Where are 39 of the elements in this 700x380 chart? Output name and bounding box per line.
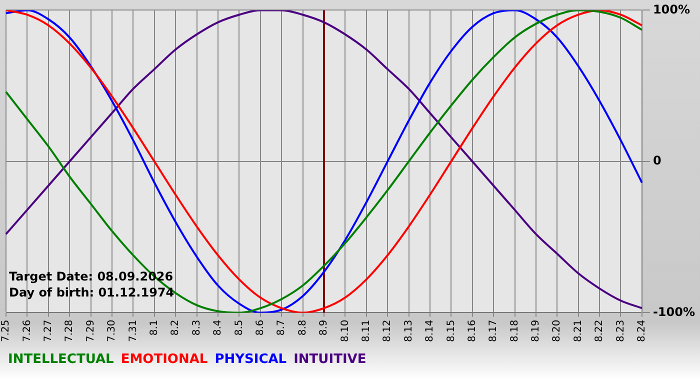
- text: PHYSICAL: [214, 352, 287, 367]
- x-tick-label: 8.6: [254, 320, 266, 336]
- x-tick-label: 8.22: [594, 320, 606, 342]
- x-tick-label: 8.15: [446, 320, 457, 342]
- y-tick-label: 0: [652, 154, 662, 168]
- x-tick-label: 8.16: [466, 320, 478, 342]
- x-tick-label: 8.24: [636, 320, 648, 342]
- x-tick-label: 8.1: [148, 320, 160, 336]
- x-tick-label: 8.12: [382, 320, 394, 342]
- x-tick-label: 8.5: [234, 320, 245, 336]
- x-tick-label: 8.14: [424, 320, 436, 342]
- text: INTELLECTUAL: [8, 352, 114, 367]
- x-tick-label: 8.19: [530, 320, 542, 342]
- text: INTUITIVE: [294, 352, 366, 367]
- text: EMOTIONAL: [120, 352, 208, 367]
- y-tick-label: 100%: [652, 2, 690, 16]
- x-tick-label: 8.17: [488, 320, 500, 342]
- annotation: Day of birth: 01.12.1974: [9, 286, 174, 300]
- x-tick-label: 7.27: [42, 320, 54, 342]
- x-tick-label: 7.25: [0, 320, 12, 342]
- x-tick-label: 8.11: [360, 320, 372, 342]
- y-tick-label: -100%: [652, 304, 696, 319]
- x-tick-label: 8.20: [552, 320, 563, 342]
- x-tick-label: 8.3: [191, 320, 202, 336]
- x-tick-label: 8.18: [509, 320, 520, 342]
- x-tick-label: 8.7: [276, 320, 288, 336]
- x-tick-label: 7.31: [128, 320, 139, 342]
- x-tick-label: 8.2: [170, 320, 182, 336]
- x-tick-label: 7.30: [106, 320, 118, 342]
- x-tick-label: 8.4: [212, 320, 224, 336]
- x-tick-label: 7.28: [64, 320, 76, 342]
- x-tick-label: 8.9: [318, 320, 330, 336]
- x-tick-label: 7.26: [22, 320, 33, 342]
- x-tick-label: 7.29: [85, 320, 96, 342]
- x-tick-label: 8.13: [403, 320, 414, 342]
- x-tick-label: 8.10: [340, 320, 351, 342]
- x-tick-label: 8.8: [297, 320, 308, 336]
- x-tick-label: 8.21: [572, 320, 584, 342]
- x-tick-label: 8.23: [615, 320, 626, 342]
